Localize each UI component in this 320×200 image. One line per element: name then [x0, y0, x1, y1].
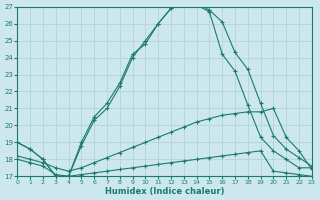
X-axis label: Humidex (Indice chaleur): Humidex (Indice chaleur) — [105, 187, 224, 196]
